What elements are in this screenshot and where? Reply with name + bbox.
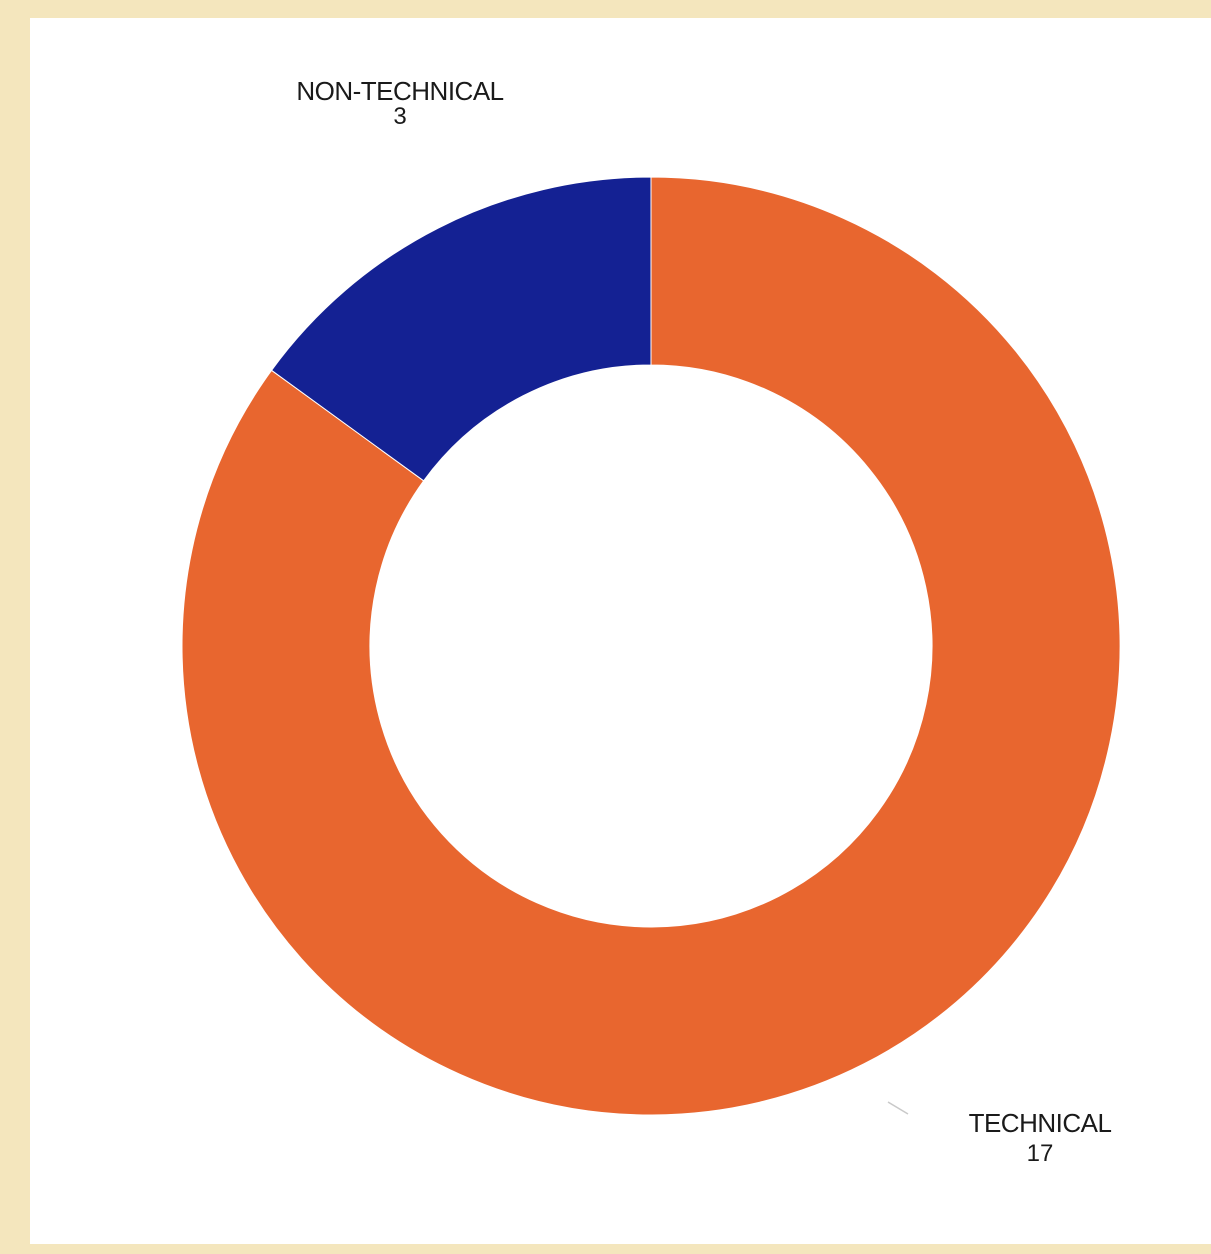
chart-panel: NON-TECHNICAL 3 TECHNICAL 17 <box>30 18 1211 1244</box>
technical-leader-line <box>887 1101 909 1115</box>
slice-non-technical[interactable] <box>270 176 652 482</box>
donut-slices <box>181 176 1121 1116</box>
non-technical-label: NON-TECHNICAL 3 <box>296 76 504 130</box>
technical-label: TECHNICAL 17 <box>969 1108 1112 1167</box>
technical-label-value: 17 <box>1027 1140 1054 1167</box>
donut-chart: NON-TECHNICAL 3 TECHNICAL 17 <box>181 76 1121 1167</box>
slice-technical[interactable] <box>181 176 1121 1116</box>
non-technical-label-value: 3 <box>393 103 406 130</box>
technical-label-name: TECHNICAL <box>969 1108 1112 1138</box>
non-technical-label-name: NON-TECHNICAL <box>296 76 503 106</box>
